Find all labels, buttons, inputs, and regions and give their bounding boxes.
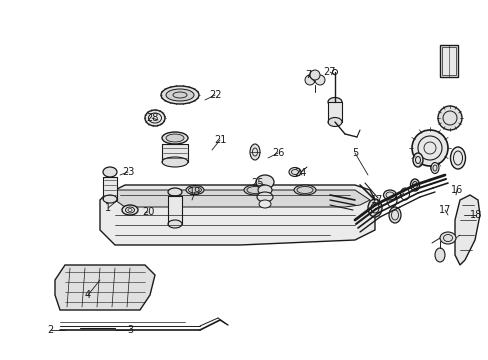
Ellipse shape	[257, 192, 272, 202]
Polygon shape	[115, 190, 369, 207]
Ellipse shape	[162, 132, 187, 144]
Ellipse shape	[168, 220, 182, 228]
Text: 28: 28	[145, 113, 158, 123]
Ellipse shape	[409, 179, 419, 191]
Ellipse shape	[293, 185, 315, 195]
Bar	[168, 196, 182, 224]
Ellipse shape	[288, 167, 301, 176]
Ellipse shape	[430, 162, 438, 174]
Ellipse shape	[449, 147, 465, 169]
Ellipse shape	[122, 205, 138, 215]
Text: 19: 19	[188, 187, 201, 197]
Text: 23: 23	[122, 167, 134, 177]
Text: 17: 17	[370, 195, 383, 205]
Text: 24: 24	[293, 168, 305, 178]
Ellipse shape	[412, 153, 422, 167]
Text: 4: 4	[85, 290, 91, 300]
Ellipse shape	[103, 195, 117, 203]
Ellipse shape	[165, 89, 194, 101]
Ellipse shape	[168, 188, 182, 196]
Circle shape	[437, 106, 461, 130]
Text: 2: 2	[47, 325, 53, 335]
Polygon shape	[454, 195, 479, 265]
Ellipse shape	[103, 167, 117, 177]
Text: 27: 27	[323, 67, 336, 77]
Circle shape	[314, 75, 325, 85]
Bar	[162, 144, 187, 162]
Text: 21: 21	[213, 135, 226, 145]
Polygon shape	[55, 265, 155, 310]
Text: 18: 18	[469, 210, 481, 220]
Ellipse shape	[434, 248, 444, 262]
Ellipse shape	[249, 144, 260, 160]
Polygon shape	[100, 185, 374, 245]
Ellipse shape	[258, 185, 271, 195]
Ellipse shape	[383, 190, 396, 200]
Bar	[103, 177, 117, 199]
Text: 17: 17	[438, 205, 450, 215]
Ellipse shape	[162, 157, 187, 167]
Ellipse shape	[256, 175, 273, 189]
Text: 7: 7	[304, 70, 310, 80]
Circle shape	[309, 70, 319, 80]
Text: 26: 26	[271, 148, 284, 158]
Text: 3: 3	[127, 325, 133, 335]
Ellipse shape	[439, 232, 455, 244]
Text: 5: 5	[351, 148, 357, 158]
Circle shape	[305, 75, 314, 85]
Text: 22: 22	[208, 90, 221, 100]
Ellipse shape	[165, 134, 183, 142]
Ellipse shape	[327, 98, 341, 107]
Ellipse shape	[161, 86, 199, 104]
Text: 1: 1	[105, 203, 111, 213]
Text: 16: 16	[450, 185, 462, 195]
Text: 20: 20	[142, 207, 154, 217]
Ellipse shape	[145, 110, 164, 126]
Circle shape	[411, 130, 447, 166]
Ellipse shape	[244, 185, 265, 195]
Ellipse shape	[388, 207, 400, 223]
Text: 25: 25	[251, 178, 264, 188]
Bar	[327, 102, 341, 122]
Ellipse shape	[185, 185, 203, 194]
Bar	[439, 45, 457, 77]
Ellipse shape	[259, 200, 270, 208]
Bar	[441, 47, 455, 75]
Ellipse shape	[327, 117, 341, 126]
Ellipse shape	[367, 199, 381, 217]
